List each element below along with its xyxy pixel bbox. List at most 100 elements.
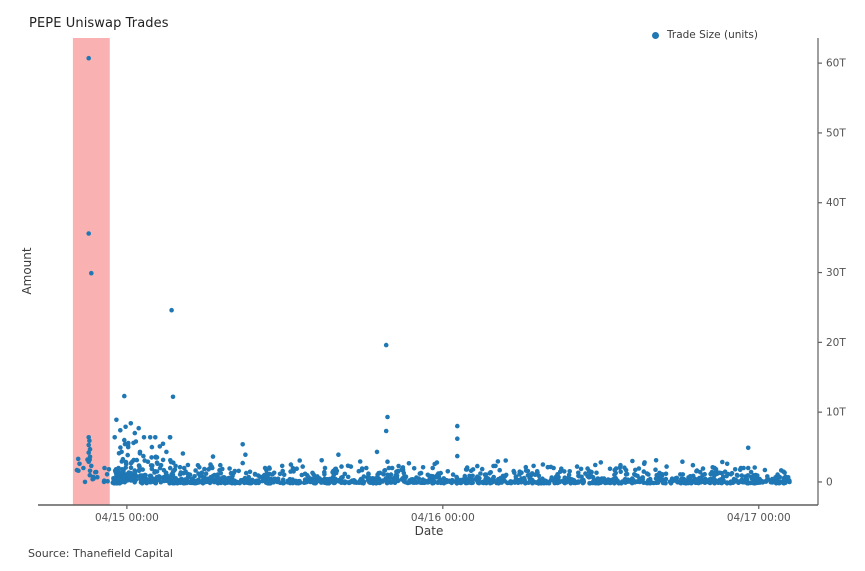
data-point [521, 476, 527, 482]
data-point-outlier [74, 467, 80, 473]
data-point [539, 479, 544, 484]
data-point [717, 477, 722, 483]
data-point [203, 479, 208, 485]
data-point [567, 469, 572, 474]
data-point [116, 465, 121, 471]
data-point [141, 453, 146, 459]
data-point [605, 480, 611, 485]
data-point [487, 471, 493, 476]
data-point [272, 476, 278, 482]
data-point-outlier [630, 458, 635, 464]
data-point [531, 463, 536, 469]
data-point-outlier [153, 454, 159, 460]
data-point [622, 465, 627, 471]
data-point [275, 476, 281, 482]
data-point-outlier [455, 453, 460, 459]
data-point [785, 475, 791, 480]
data-point [748, 469, 754, 475]
data-point [300, 464, 306, 469]
data-point [237, 480, 242, 486]
data-point [185, 475, 191, 480]
data-point [737, 467, 743, 473]
data-point [534, 469, 540, 474]
data-point [581, 479, 586, 484]
data-point [123, 459, 129, 465]
y-axis-title: Amount [20, 247, 34, 295]
data-point [280, 468, 286, 474]
data-point [495, 459, 501, 464]
data-point [560, 479, 566, 485]
data-point [445, 469, 451, 474]
data-point-outlier [89, 270, 94, 276]
data-point [136, 468, 142, 474]
data-point [787, 479, 792, 485]
data-point [216, 476, 221, 482]
data-point [475, 463, 480, 469]
x-tick-label: 04/17 00:00 [727, 512, 791, 524]
data-point [470, 473, 475, 479]
data-point [211, 479, 217, 485]
data-point [218, 471, 224, 476]
data-point [170, 472, 176, 478]
data-point [202, 466, 207, 472]
data-point [637, 476, 642, 481]
data-point-outlier [745, 465, 751, 471]
data-point [377, 470, 383, 476]
data-point [667, 479, 673, 485]
data-point [741, 465, 746, 471]
data-point [702, 471, 707, 477]
data-point-outlier [149, 444, 155, 450]
data-point [663, 471, 669, 477]
y-tick-label: 40T [826, 197, 846, 209]
data-point [336, 452, 341, 458]
data-point [422, 480, 427, 486]
data-point [170, 469, 176, 475]
data-point-outlier [122, 437, 127, 443]
data-point [653, 467, 658, 473]
data-point-outlier [664, 464, 669, 469]
data-point [366, 471, 371, 477]
data-point [680, 472, 686, 477]
data-point-outlier [168, 458, 173, 463]
legend-item-trade-size[interactable]: Trade Size (units) [652, 29, 758, 41]
data-point [265, 480, 270, 485]
data-point [712, 470, 717, 476]
data-point [508, 480, 514, 486]
data-point-outlier [618, 462, 623, 468]
data-point [434, 475, 439, 480]
data-point [454, 474, 459, 480]
data-point-outlier [385, 414, 390, 420]
data-point [636, 466, 642, 471]
source-note: Source: Thanefield Capital [28, 547, 173, 560]
data-point [270, 472, 275, 477]
data-point [180, 451, 186, 456]
data-point-outlier [87, 454, 93, 460]
data-point [720, 459, 725, 465]
data-point [158, 475, 164, 481]
data-point-outlier [86, 459, 91, 465]
data-point-outlier [243, 452, 248, 458]
data-point [775, 472, 780, 477]
data-point [595, 476, 601, 482]
data-point-outlier [119, 449, 124, 455]
data-point-outlier [158, 462, 164, 468]
data-point [243, 470, 249, 476]
data-point [708, 471, 713, 477]
data-point [122, 441, 128, 447]
data-point [195, 480, 200, 485]
data-point [776, 480, 782, 486]
data-point [228, 470, 234, 476]
data-point [345, 463, 351, 469]
data-point [532, 480, 538, 485]
data-point [594, 470, 599, 476]
data-point [246, 476, 251, 481]
data-point-outlier [385, 459, 390, 465]
data-point [735, 473, 740, 478]
data-point [115, 476, 121, 481]
data-point-outlier [123, 424, 128, 430]
data-point [157, 444, 163, 449]
data-point [392, 475, 398, 480]
data-point-outlier [87, 438, 92, 444]
data-point [663, 476, 669, 482]
